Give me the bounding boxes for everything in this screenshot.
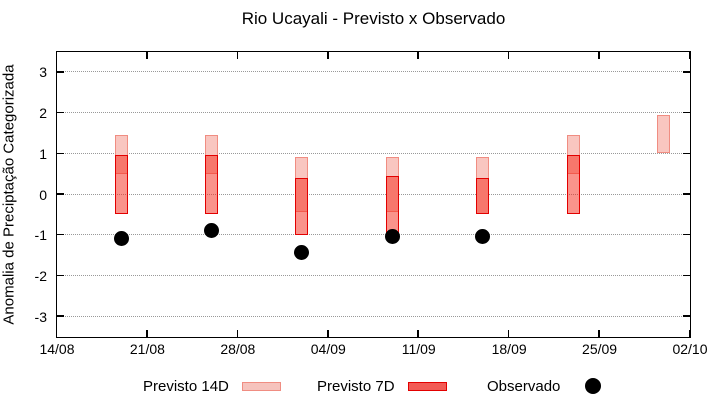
observado-point — [204, 223, 220, 239]
gridline — [56, 315, 690, 317]
previsto-14d-swatch-icon — [241, 381, 281, 391]
y-tick-label: 0 — [39, 186, 47, 203]
y-tick-mark-right — [682, 315, 690, 317]
plot-area — [55, 50, 691, 338]
y-tick-label: -3 — [34, 308, 47, 325]
y-tick-label: 2 — [39, 105, 47, 122]
observado-point — [294, 244, 310, 260]
x-tick-label: 14/08 — [39, 341, 75, 357]
observado-point — [113, 231, 129, 247]
x-tick-mark-top — [688, 51, 691, 59]
gridline — [56, 112, 690, 114]
y-tick-mark-right — [682, 193, 690, 195]
previsto-7d-swatch-icon — [407, 381, 447, 391]
x-tick-label: 04/09 — [310, 341, 346, 357]
x-tick-mark-top — [146, 51, 148, 59]
x-tick-label: 02/10 — [672, 341, 708, 357]
x-tick-label: 11/09 — [401, 341, 436, 357]
x-tick-mark-top — [327, 51, 329, 59]
observado-point — [384, 229, 400, 245]
x-tick-label: 28/08 — [220, 341, 256, 357]
y-tick-mark-right — [682, 274, 690, 277]
y-tick-mark-right — [682, 152, 690, 155]
gridline — [56, 234, 690, 236]
x-tick-mark-bottom — [55, 329, 58, 337]
x-tick-mark-bottom — [598, 329, 600, 337]
previsto-7d-bar — [114, 155, 128, 215]
legend-label-observado: Observado — [487, 377, 561, 395]
previsto-7d-bar — [205, 155, 219, 215]
gridline — [56, 193, 690, 195]
y-tick-mark-left — [56, 274, 64, 277]
y-tick-mark-left — [56, 193, 64, 195]
y-tick-mark-right — [682, 233, 690, 236]
x-tick-mark-bottom — [417, 329, 419, 337]
y-tick-label: 3 — [39, 64, 47, 81]
y-tick-mark-left — [56, 233, 64, 236]
chart-title: Rio Ucayali - Previsto x Observado — [241, 9, 506, 28]
x-tick-mark-top — [236, 51, 239, 59]
y-tick-label: -2 — [34, 267, 47, 284]
previsto-7d-bar — [385, 175, 399, 233]
y-tick-label: -1 — [34, 227, 47, 244]
gridline — [56, 152, 690, 154]
x-tick-mark-bottom — [146, 329, 148, 337]
y-tick-mark-left — [56, 71, 64, 73]
previsto-7d-bar — [295, 177, 309, 235]
y-tick-mark-left — [56, 315, 64, 317]
x-tick-mark-bottom — [236, 329, 239, 337]
legend-item-observado: Observado — [487, 374, 602, 398]
legend-label-previsto-14d: Previsto 14D — [143, 377, 229, 395]
x-tick-label: 21/08 — [129, 341, 165, 357]
x-tick-mark-top — [417, 51, 419, 59]
legend-item-previsto-7d: Previsto 7D — [317, 374, 447, 398]
x-tick-label: 18/09 — [491, 341, 527, 357]
gridline — [56, 71, 690, 73]
observado-dot-icon — [585, 378, 602, 394]
x-tick-mark-bottom — [327, 329, 329, 337]
x-tick-mark-top — [55, 51, 58, 59]
observado-point — [475, 229, 491, 245]
legend-item-previsto-14d: Previsto 14D — [143, 374, 281, 398]
previsto-7d-bar — [476, 177, 490, 215]
y-tick-mark-right — [682, 111, 690, 114]
y-tick-mark-left — [56, 111, 64, 114]
previsto-7d-bar — [566, 155, 580, 215]
x-tick-mark-bottom — [507, 329, 510, 337]
y-tick-mark-right — [682, 71, 690, 73]
y-tick-label: 1 — [39, 145, 47, 162]
legend-label-previsto-7d: Previsto 7D — [317, 377, 395, 395]
x-tick-mark-bottom — [688, 329, 691, 337]
previsto-14d-bar — [657, 114, 671, 154]
x-tick-label: 25/09 — [582, 341, 618, 357]
x-tick-mark-top — [598, 51, 600, 59]
gridline — [56, 274, 690, 276]
x-tick-mark-top — [507, 51, 510, 59]
y-tick-mark-left — [56, 152, 64, 155]
